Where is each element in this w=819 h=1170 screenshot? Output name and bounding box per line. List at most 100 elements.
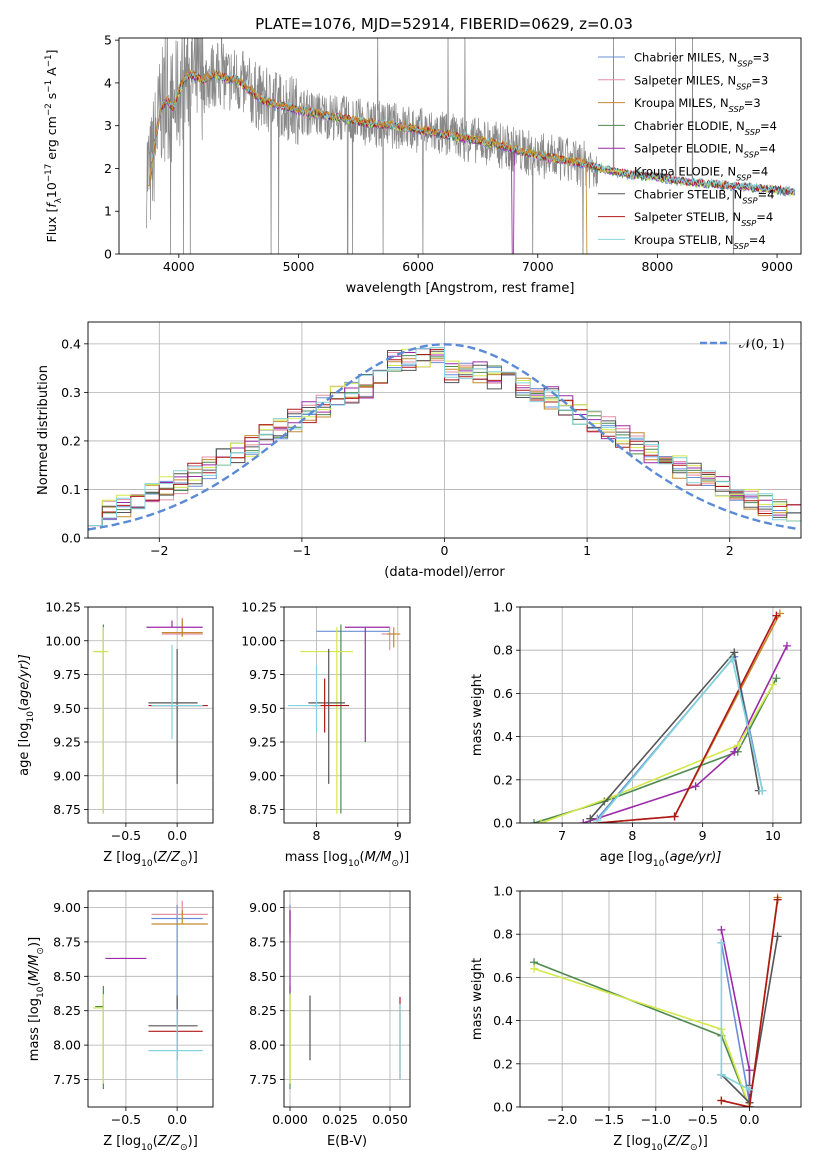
series-marker [782,641,791,650]
legend-label: Chabrier MILES, NSSP=3 [634,51,769,69]
y-tick-label: 9.00 [249,900,277,915]
x-tick-label: −0.5 [111,828,141,843]
y-tick-label: 9.75 [53,667,81,682]
y-tick-label: 8.75 [53,934,81,949]
y-axis-label: age [log10(age/yr)] [17,654,36,776]
y-tick-label: 0.1 [61,482,81,497]
errorbar-5 [300,627,354,814]
x-tick-label: 0.025 [322,1112,358,1127]
x-tick-label: −1 [293,543,311,558]
chart-residuals: −2 −1 0 1 2 0.0 0.1 0.2 0.3 0.4 (data-model)/error… [36,321,802,580]
errorbar-8 [288,665,321,733]
chart-mass-weight-vs-age: 7 8 9 10 0.0 0.2 0.4 0.6 0.8 1.0 age [log10(age/yr… [470,600,802,869]
chart-age-vs-mass: 8 9 8.75 9.00 9.25 9.50 9.75 10.00 10.25 mass [lo… [241,600,411,869]
series-marker [530,964,539,973]
y-tick-label: 0.4 [493,729,513,744]
plot-area [530,609,791,823]
series-marker [691,782,700,791]
x-axis-label: mass [log10(M/M⊙)] [285,850,409,869]
y-tick-label: 8.00 [53,1038,81,1053]
axes-frame [519,606,802,824]
series-marker [717,1096,726,1105]
legend: Chabrier MILES, NSSP=3 Salpeter MILES, NS… [598,51,777,251]
x-tick-label: −0.5 [687,1112,717,1127]
y-tick-label: 0.3 [61,385,81,400]
errorbar-2 [161,619,203,637]
y-axis-label: mass weight [470,674,485,756]
y-axis-label: mass [log10(M/M⊙)] [27,937,46,1061]
y-tick-label: 7.75 [249,1072,277,1087]
y-tick-label: 0.4 [493,1013,513,1028]
errorbar-2 [151,910,208,925]
x-tick-label: −2.0 [547,1112,577,1127]
x-axis-label: E(B-V) [327,1134,367,1149]
y-tick-label: 0.6 [493,686,513,701]
normal-curve [88,343,799,531]
y-tick-label: 9.50 [53,701,81,716]
series-5 [530,964,754,1107]
y-tick-label: 8.75 [249,802,277,817]
series-marker [717,1070,726,1079]
y-tick-label: 8.75 [53,802,81,817]
series-marker [730,747,739,756]
x-axis-label: (data-model)/error [384,565,505,580]
series-marker [537,819,546,823]
legend-label: Salpeter MILES, NSSP=3 [634,73,768,91]
x-tick-label: −1.0 [641,1112,671,1127]
y-tick-label: 8.25 [249,1003,277,1018]
x-tick-label: −2 [150,543,168,558]
legend-label: Kroupa MILES, NSSP=3 [634,96,761,114]
model-spectrum-2 [147,68,588,254]
plot-area [146,38,796,254]
x-tick-label: 6000 [402,259,434,274]
histogram-8 [88,347,801,526]
series-4 [579,641,791,823]
series-line [596,657,764,822]
series-8 [717,938,754,1094]
y-tick-label: 9.00 [53,768,81,783]
errorbar-2 [387,627,401,648]
x-axis-label: wavelength [Angstrom, rest frame] [346,281,575,296]
y-tick-label: 0 [104,247,112,262]
y-tick-label: 3 [104,118,112,133]
y-tick-label: 7.75 [53,1072,81,1087]
y-tick-label: 9.25 [53,735,81,750]
series-7 [717,895,782,1107]
plot-area [289,904,401,1090]
model-spectrum-7 [147,70,796,195]
x-tick-label: 9 [699,828,707,843]
y-tick-label: 0.8 [493,927,513,942]
y-tick-label: 8.00 [249,1038,277,1053]
series-5 [537,680,777,823]
series-line [533,961,751,1107]
x-axis-label: Z [log10(Z/Z⊙)] [103,1134,198,1153]
x-tick-label: 0.0 [740,1112,760,1127]
series-marker [773,932,782,941]
plot-area [530,893,782,1107]
series-line [582,645,788,823]
y-tick-label: 0.8 [493,643,513,658]
x-tick-label: 0 [441,543,449,558]
errorbar-5 [93,627,109,814]
series-8 [593,654,767,823]
series-marker [745,1066,754,1075]
x-axis-label: Z [log10(Z/Z⊙)] [613,1134,708,1153]
plot-area [88,343,801,531]
x-tick-label: 0.0 [167,1112,187,1127]
y-tick-label: 10.25 [45,600,81,615]
series-line [533,968,751,1107]
x-tick-label: 10 [765,828,781,843]
errorbar-1 [381,627,394,651]
x-tick-label: 0.000 [272,1112,308,1127]
errorbar-6 [148,648,198,784]
legend-label: Chabrier ELODIE, NSSP=4 [634,119,777,137]
series-marker [586,814,595,823]
charts-group: 4000 5000 6000 7000 8000 9000 0 1 2 3 4 5 wavelength… [17,33,802,1153]
axes-frame [118,37,802,255]
legend-label: Chabrier STELIB, NSSP=4 [634,187,774,205]
chart-mass-vs-EBV: 0.000 0.025 0.050 7.75 8.00 8.25 8.50 8.75 9.00 E… [249,890,411,1149]
x-tick-label: 8000 [642,259,674,274]
x-axis-label: Z [log10(Z/Z⊙)] [103,850,198,869]
chart-mass-weight-vs-Z: −2.0 −1.5 −1.0 −0.5 0.0 0.0 0.2 0.4 0.6 0.8 1.0 Z [… [470,884,802,1153]
x-tick-label: −1.5 [594,1112,624,1127]
